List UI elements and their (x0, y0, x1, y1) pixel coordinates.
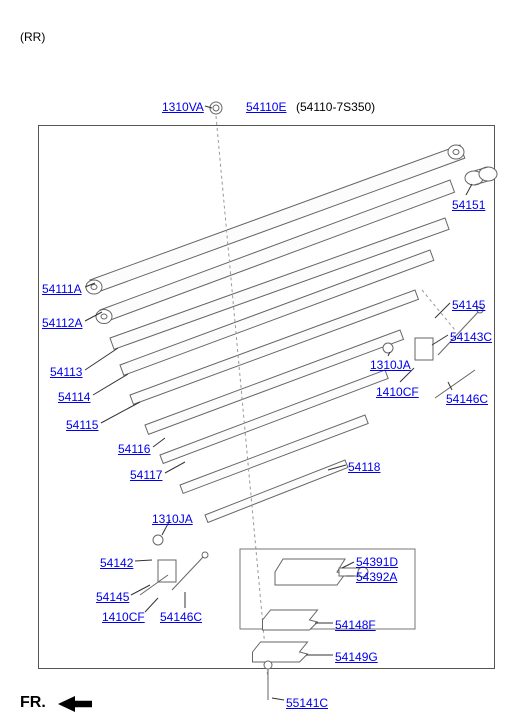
callout-l1310jal[interactable]: 1310JA (152, 512, 193, 526)
callout-l54114[interactable]: 54114 (58, 390, 90, 404)
callout-l54143c[interactable]: 54143C (450, 330, 492, 344)
callout-l1410cfl[interactable]: 1410CF (102, 610, 145, 624)
callout-l54142[interactable]: 54142 (100, 556, 133, 570)
callout-l54391d[interactable]: 54391D (356, 555, 398, 569)
callout-l54392a[interactable]: 54392A (356, 570, 397, 584)
callout-l54115[interactable]: 54115 (66, 418, 98, 432)
callout-l55141c[interactable]: 55141C (286, 696, 328, 710)
plate-1 (275, 559, 345, 585)
fr-label: FR. (20, 694, 46, 712)
callout-rr: (RR) (20, 30, 45, 44)
callout-lpn: (54110-7S350) (296, 100, 375, 114)
callout-l54146cl[interactable]: 54146C (160, 610, 202, 624)
callout-l54112a[interactable]: 54112A (42, 316, 82, 330)
callout-l54149g[interactable]: 54149G (335, 650, 378, 664)
leaf-1 (90, 145, 465, 293)
callout-l54117[interactable]: 54117 (130, 468, 162, 482)
leaf-3 (110, 218, 449, 349)
leaf-8 (180, 415, 368, 493)
callout-l54111a[interactable]: 54111A (42, 282, 82, 296)
callout-l54116[interactable]: 54116 (118, 442, 150, 456)
callout-l54146cr[interactable]: 54146C (446, 392, 488, 406)
callout-l54145l[interactable]: 54145 (96, 590, 129, 604)
callout-l54151[interactable]: 54151 (452, 198, 485, 212)
callout-l1310jar[interactable]: 1310JA (370, 358, 411, 372)
plate-3 (253, 642, 308, 662)
callout-l54118[interactable]: 54118 (348, 460, 380, 474)
callout-l1410cfr[interactable]: 1410CF (376, 385, 419, 399)
leaf-4 (120, 250, 434, 375)
callout-l54148f[interactable]: 54148F (335, 618, 376, 632)
callout-l54110e[interactable]: 54110E (246, 100, 286, 114)
callout-l1310va[interactable]: 1310VA (162, 100, 204, 114)
callout-l54113[interactable]: 54113 (50, 365, 82, 379)
callout-l54145r[interactable]: 54145 (452, 298, 485, 312)
plate-2 (263, 610, 318, 630)
